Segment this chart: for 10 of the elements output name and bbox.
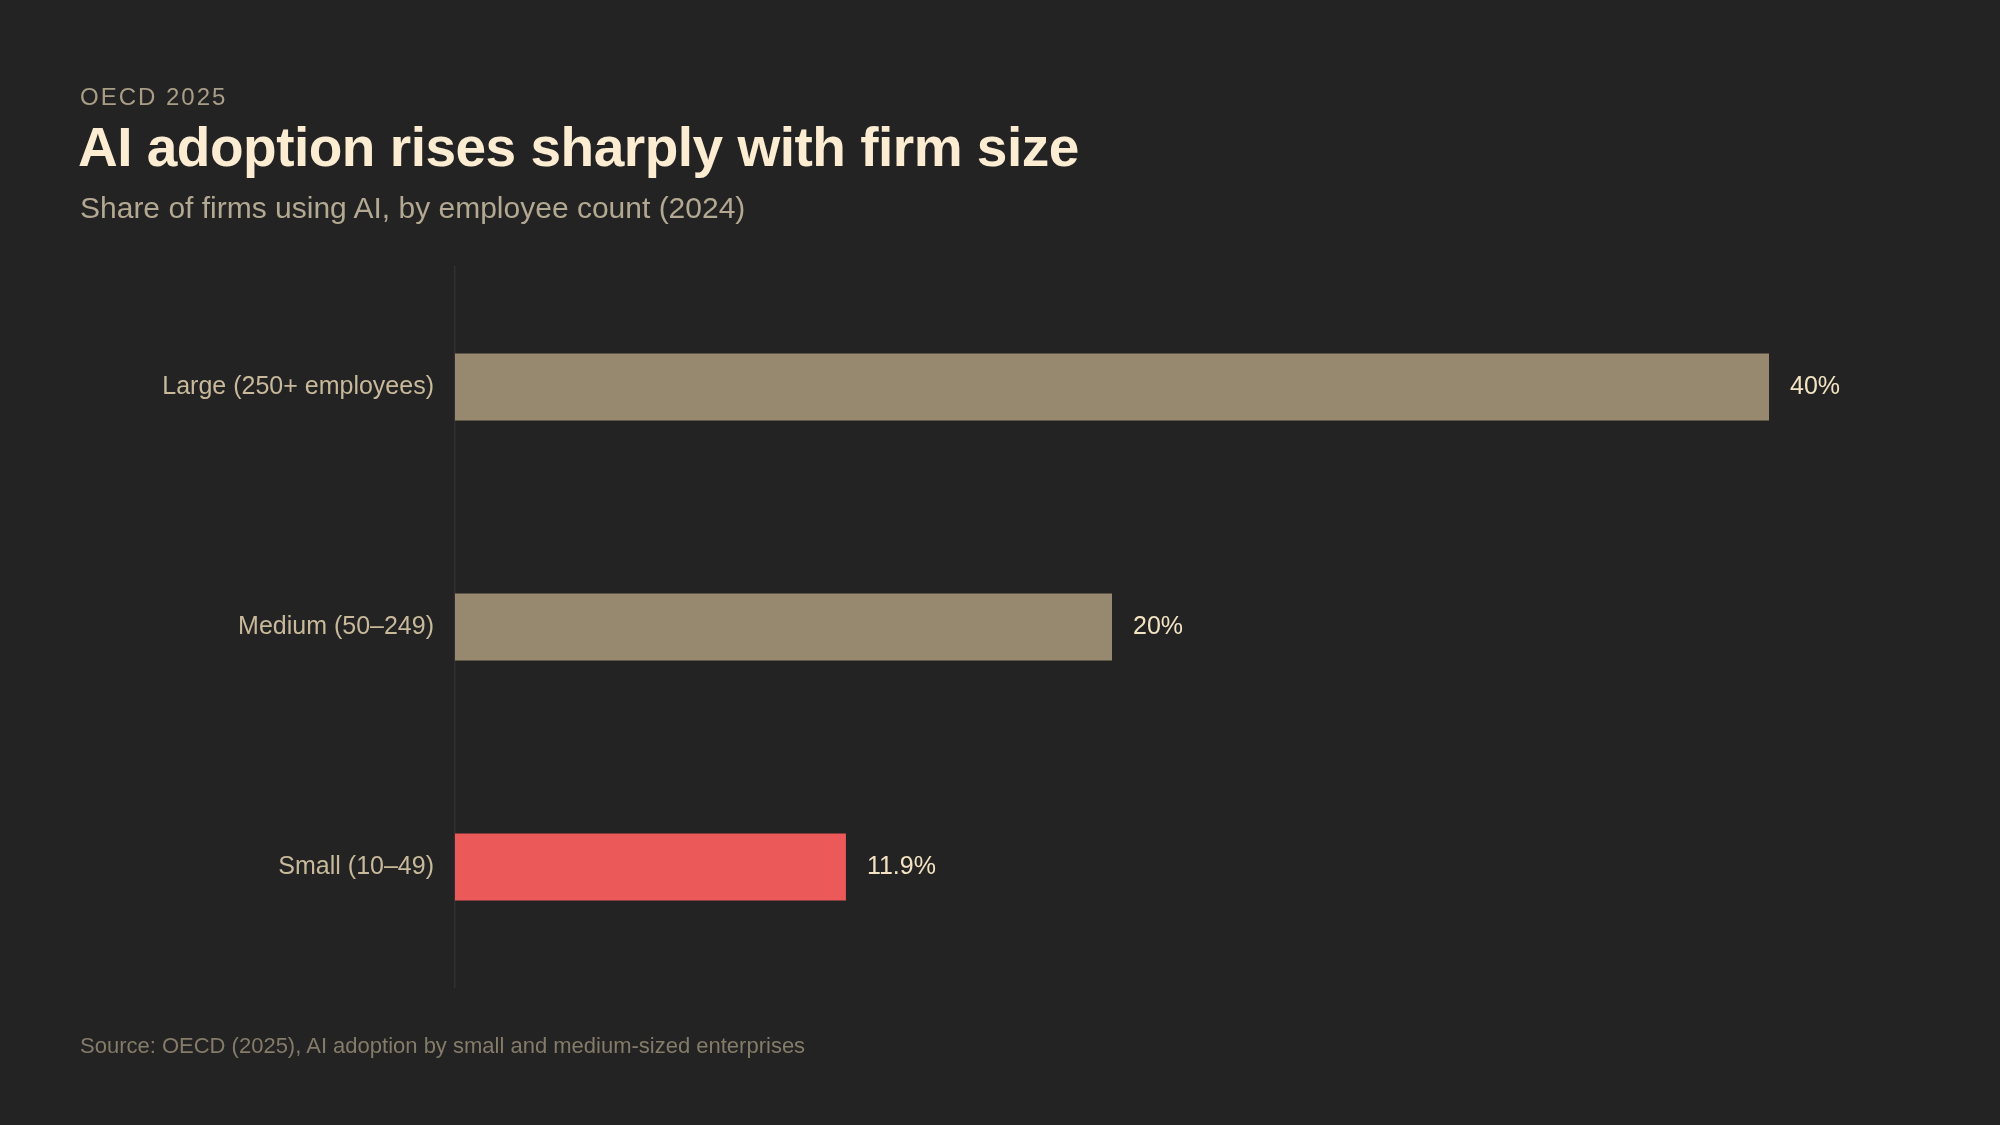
data-label: 11.9% bbox=[866, 850, 936, 879]
source-note: Source: OECD (2025), AI adoption by small and medium-sized enterprises bbox=[80, 1032, 806, 1060]
y-tick-label: Medium (50–249) bbox=[238, 610, 434, 639]
data-label: 40% bbox=[1790, 370, 1841, 399]
y-tick-label: Small (10–49) bbox=[278, 850, 434, 879]
text: OECD 2025 bbox=[80, 83, 228, 111]
chart-title: AI adoption rises sharply with firm size bbox=[78, 116, 1079, 178]
data-label: 20% bbox=[1133, 610, 1184, 639]
chart-subtitle: Share of firms using AI, by employee count (2024) bbox=[80, 190, 746, 226]
y-tick-label: Large (250+ employees) bbox=[162, 370, 434, 399]
